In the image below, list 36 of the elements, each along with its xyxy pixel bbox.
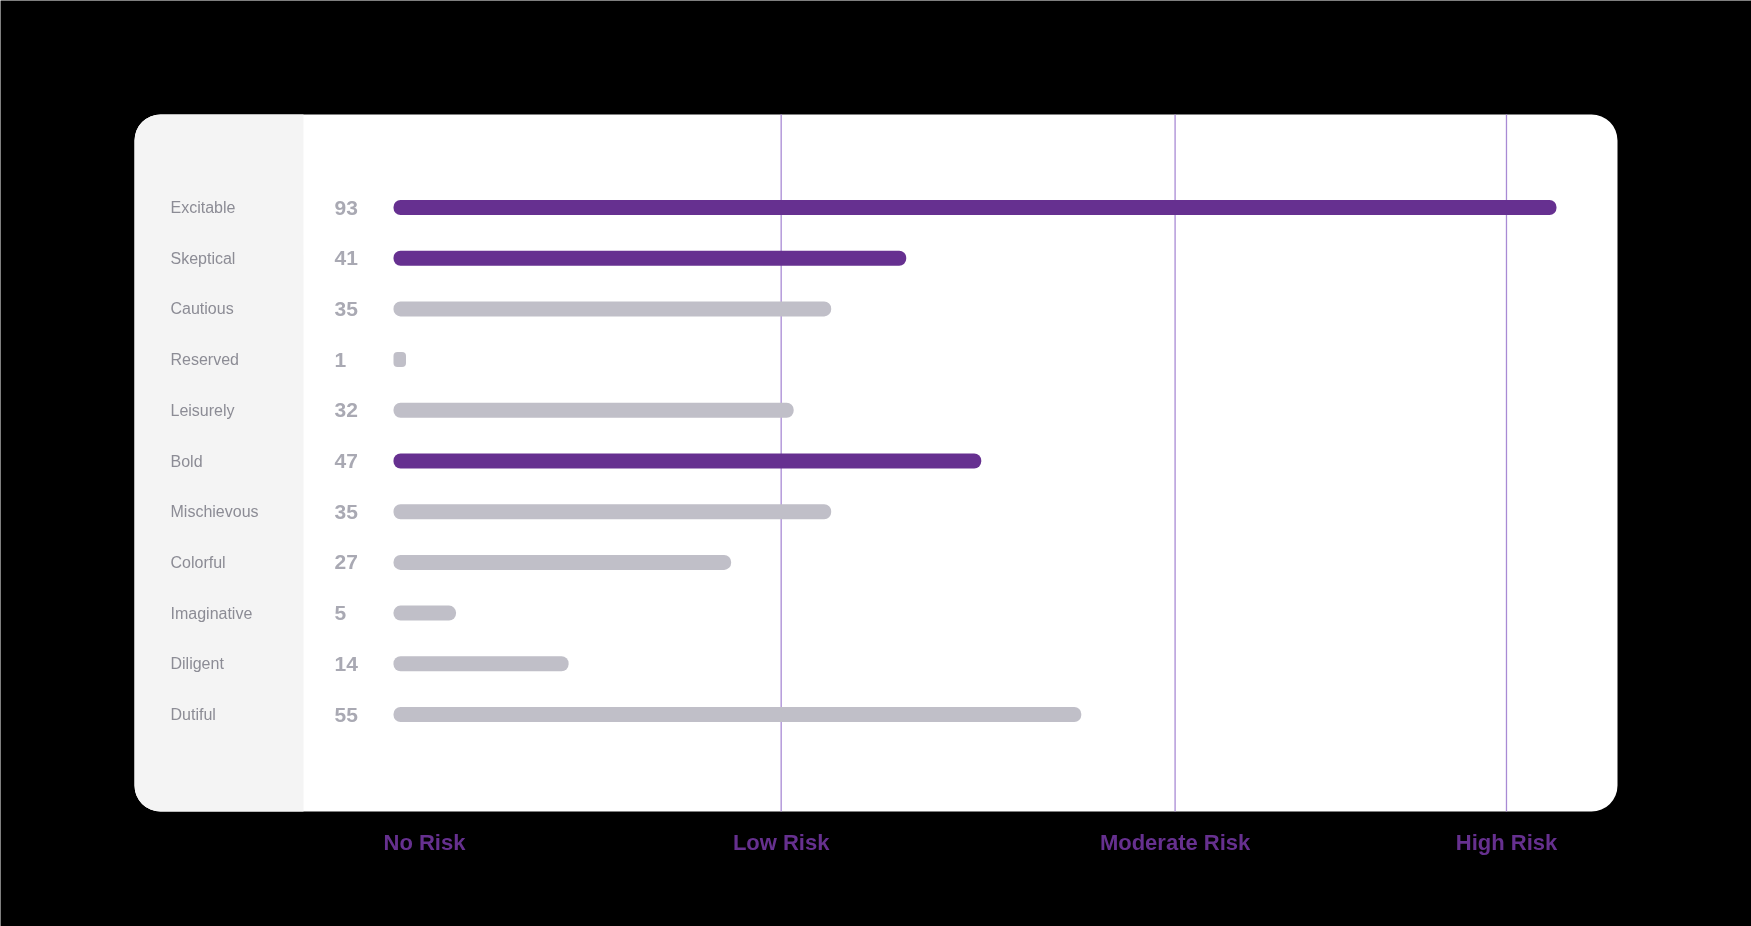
data-label: 32 [334,398,358,422]
data-label: 55 [334,702,359,726]
ref-line-label: Moderate Risk [1099,830,1252,855]
data-label: 27 [334,550,358,574]
y-tick-label: Dutiful [170,706,216,723]
text: No Risk [383,830,467,855]
ref-line-label: Low Risk [732,830,831,855]
data-label: 35 [334,296,359,320]
y-tick-label: Bold [170,452,203,470]
data-label: 41 [334,246,359,270]
data-label: 5 [334,601,347,625]
y-tick-label: Skeptical [170,249,236,267]
bar [393,554,732,570]
bar [393,656,569,672]
y-tick-label: Cautious [170,300,234,318]
bar [393,707,1082,722]
y-tick-label: Leisurely [170,401,235,419]
data-label: 35 [334,499,359,523]
data-label: 93 [334,195,358,219]
data-label: 1 [334,347,347,371]
bar [393,605,457,621]
y-tick-label: Mischievous [170,503,259,521]
ref-line-label: High Risk [1455,830,1558,855]
bar [393,301,832,317]
bar [393,453,982,469]
bar [393,402,794,418]
y-tick-label: Excitable [170,199,236,216]
y-tick-label: Reserved [170,351,239,369]
y-tick-label: Diligent [170,655,225,673]
y-tick-label: Imaginative [170,604,253,622]
data-label: 14 [334,651,359,675]
bar [393,250,907,266]
bar [393,504,832,520]
bar [393,200,1557,215]
y-tick-label: Colorful [170,553,226,571]
data-label: 47 [334,449,358,472]
